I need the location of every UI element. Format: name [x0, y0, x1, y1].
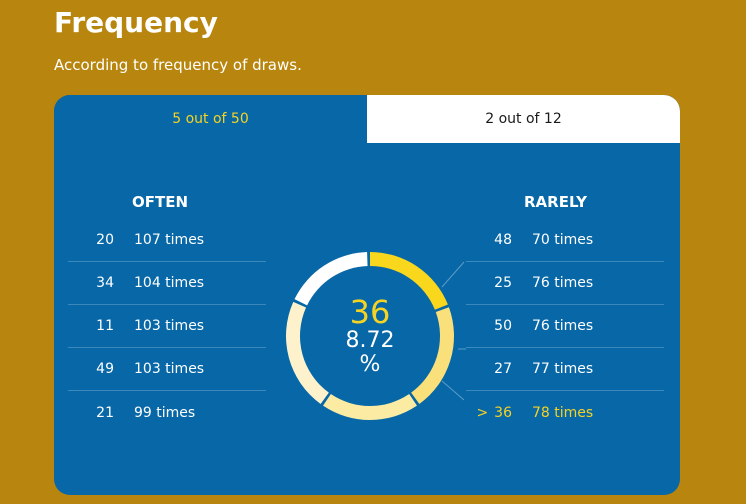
often-times: 107 times: [134, 232, 205, 248]
often-times: 104 times: [134, 275, 205, 291]
rarely-number: 48: [494, 232, 512, 248]
often-number: 21: [96, 404, 114, 421]
often-number: 11: [96, 318, 114, 334]
donut-segment[interactable]: [286, 301, 329, 404]
rarely-number: 50: [494, 318, 512, 334]
page-title: Frequency: [54, 6, 218, 39]
donut-center: 36 8.72%: [276, 242, 464, 430]
list-item: 27 77 times: [466, 348, 664, 391]
rarely-heading: RARELY: [524, 193, 588, 211]
donut-segment[interactable]: [294, 252, 368, 306]
rarely-times: 78 times: [532, 404, 594, 421]
frequency-donut: 36 8.72%: [276, 242, 464, 430]
selected-percent: 8.72%: [345, 328, 395, 377]
often-number: 34: [96, 275, 114, 291]
list-item: 21 99 times: [68, 391, 266, 434]
often-times: 99 times: [134, 404, 196, 421]
rarely-times: 76 times: [532, 318, 594, 334]
donut-segment[interactable]: [370, 252, 448, 310]
often-number: 20: [96, 232, 114, 248]
rarely-number: >36: [476, 404, 512, 421]
often-times: 103 times: [134, 318, 205, 334]
rarely-times: 76 times: [532, 275, 594, 291]
list-item: 49 103 times: [68, 348, 266, 391]
rarely-times: 77 times: [532, 361, 594, 377]
donut-segment[interactable]: [323, 394, 417, 420]
rarely-number: 25: [494, 275, 512, 291]
rarely-times: 70 times: [532, 232, 594, 248]
tab-2-out-of-12[interactable]: 2 out of 12: [367, 95, 680, 143]
often-heading: OFTEN: [132, 193, 189, 211]
rarely-number: 27: [494, 361, 512, 377]
list-item: 50 76 times: [466, 305, 664, 348]
donut-chart: [286, 252, 454, 420]
list-item: 11 103 times: [68, 305, 266, 348]
list-item: 20 107 times: [68, 219, 266, 262]
often-times: 103 times: [134, 361, 205, 377]
selected-number: 36: [349, 293, 391, 331]
page-subtitle: According to frequency of draws.: [54, 56, 302, 74]
list-item: 25 76 times: [466, 262, 664, 305]
list-item-selected[interactable]: >36 78 times: [466, 391, 664, 434]
frequency-card: 5 out of 50 2 out of 12 OFTEN RARELY 20 …: [54, 95, 680, 495]
list-item: 48 70 times: [466, 219, 664, 262]
tab-bar: 5 out of 50 2 out of 12: [54, 95, 680, 143]
donut-segment[interactable]: [411, 307, 454, 404]
list-item: 34 104 times: [68, 262, 266, 305]
often-number: 49: [96, 361, 114, 377]
selection-marker-icon: >: [476, 404, 489, 421]
tab-5-out-of-50[interactable]: 5 out of 50: [54, 95, 367, 143]
